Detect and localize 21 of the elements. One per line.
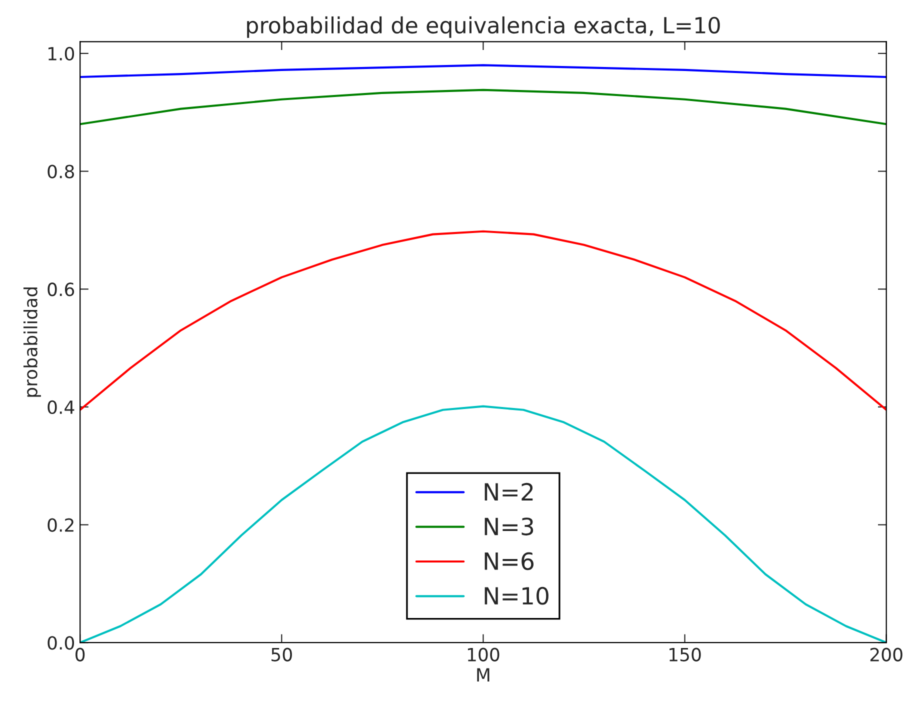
y-tick-label: 0.0 bbox=[48, 636, 74, 650]
line-series bbox=[80, 88, 886, 126]
legend-label: N=6 bbox=[484, 552, 534, 570]
line-series bbox=[80, 230, 886, 411]
x-tick-label: 150 bbox=[670, 648, 701, 662]
legend-label: N=10 bbox=[484, 586, 548, 605]
x-tick-label: 50 bbox=[272, 648, 292, 662]
x-tick-label: 100 bbox=[468, 648, 500, 662]
chart-title: probabilidad de equivalencia exacta, L=10 bbox=[247, 16, 720, 38]
x-axis-title: M bbox=[477, 668, 490, 682]
line-series bbox=[80, 64, 886, 78]
y-tick-label: 0.4 bbox=[48, 400, 74, 414]
y-tick-label: 0.2 bbox=[48, 518, 74, 532]
legend-label: N=2 bbox=[484, 482, 533, 500]
y-tick-label: 0.8 bbox=[48, 164, 74, 178]
y-axis-title: probabilidad bbox=[23, 288, 41, 397]
x-tick-label: 200 bbox=[870, 648, 902, 662]
x-tick-label: 0 bbox=[76, 648, 85, 662]
y-tick-label: 0.6 bbox=[48, 282, 74, 296]
y-tick-label: 1.0 bbox=[48, 46, 74, 61]
legend-label: N=3 bbox=[484, 518, 534, 536]
